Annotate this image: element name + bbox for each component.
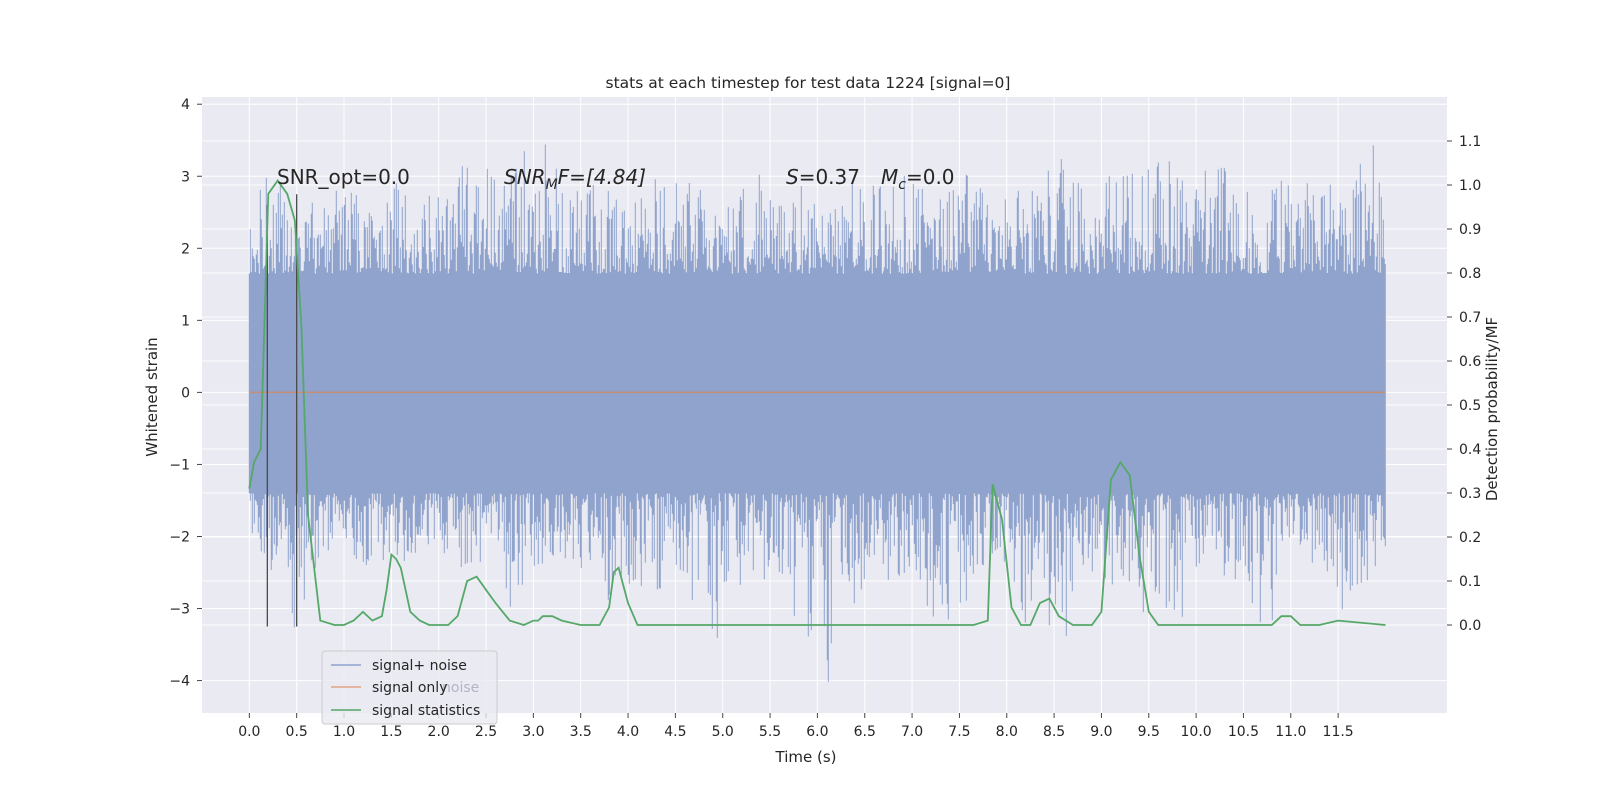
y-tick-label-right: 0.8	[1459, 266, 1481, 282]
data-layer	[248, 144, 1386, 682]
x-tick-label: 5.5	[759, 724, 781, 740]
y-tick-label-right: 0.0	[1459, 618, 1481, 634]
y-tick-label-left: −1	[169, 457, 190, 473]
x-tick-label: 11.5	[1323, 724, 1354, 740]
x-tick-label: 2.0	[428, 724, 450, 740]
x-tick-label: 6.5	[854, 724, 876, 740]
y-tick-label-right: 0.5	[1459, 398, 1481, 414]
y-tick-label-left: 3	[181, 169, 190, 185]
y-tick-label-right: 0.3	[1459, 486, 1481, 502]
y-tick-label-left: −2	[169, 529, 190, 545]
y-tick-label-right: 0.9	[1459, 222, 1481, 238]
x-tick-label: 10.0	[1181, 724, 1212, 740]
y-tick-label-left: −3	[169, 602, 190, 618]
annotation-s-value: =0.37	[799, 165, 860, 189]
x-tick-label: 9.0	[1090, 724, 1112, 740]
y-tick-label-left: 1	[181, 313, 190, 329]
y-tick-label-right: 0.2	[1459, 530, 1481, 546]
x-tick-label: 5.0	[712, 724, 734, 740]
ticks-layer: 0.0 0.5 1.0 1.5 2.0 2.5 3.0 3.5 4.0 4.5 5.0 5.5 6.0 6…	[169, 97, 1481, 740]
x-tick-label: 10.5	[1228, 724, 1259, 740]
annotation-mc-var: M	[881, 165, 898, 189]
x-tick-label: 0.0	[238, 724, 260, 740]
x-tick-label: 8.0	[996, 724, 1018, 740]
annotation-mc-value: =0.0	[906, 165, 955, 189]
legend: noise signal+ noise signal only signal s…	[321, 650, 498, 725]
y-tick-label-right: 0.1	[1459, 574, 1481, 590]
annotation-snr-mf-value: F=[4.84]	[558, 165, 646, 189]
y-axis-label-left: Whitened strain	[143, 337, 161, 456]
x-tick-label: 6.0	[806, 724, 828, 740]
x-tick-label: 4.0	[617, 724, 639, 740]
x-tick-label: 0.5	[286, 724, 308, 740]
x-tick-label: 8.5	[1043, 724, 1065, 740]
y-tick-label-right: 1.0	[1459, 178, 1481, 194]
y-tick-label-left: −4	[169, 674, 190, 690]
x-tick-label: 1.5	[380, 724, 402, 740]
signal-noise-line	[248, 144, 1386, 682]
annotation-s-var: S	[786, 165, 799, 189]
annotation-snr-mf: SNRMF=[4.84]	[504, 165, 646, 193]
signal-statistics-line	[248, 179, 1386, 626]
chart-title: stats at each timestep for test data 122…	[606, 74, 1011, 92]
annotation-mc-sub: c	[898, 177, 906, 193]
x-tick-label: 7.0	[901, 724, 923, 740]
x-tick-label: 4.5	[664, 724, 686, 740]
y-tick-label-right: 0.6	[1459, 354, 1481, 370]
y-tick-label-right: 0.4	[1459, 442, 1481, 458]
x-tick-label: 11.0	[1275, 724, 1306, 740]
y-axis-label-right: Detection probability/MF	[1483, 317, 1501, 501]
legend-label-signal-only: signal only	[372, 680, 447, 696]
y-tick-label-left: 4	[181, 97, 190, 113]
y-tick-label-right: 1.1	[1459, 134, 1481, 150]
legend-label-signal-noise: signal+ noise	[372, 658, 467, 674]
legend-label-signal-statistics: signal statistics	[372, 703, 480, 719]
annotation-mc: Mc=0.0	[881, 165, 955, 193]
x-tick-label: 9.5	[1138, 724, 1160, 740]
x-tick-label: 3.5	[570, 724, 592, 740]
annotation-snr-mf-var: SNR	[504, 165, 546, 189]
y-tick-label-left: 2	[181, 241, 190, 257]
annotation-s: S=0.37	[786, 165, 860, 189]
x-tick-label: 3.0	[522, 724, 544, 740]
x-tick-label: 1.0	[333, 724, 355, 740]
x-tick-label: 2.5	[475, 724, 497, 740]
y-tick-label-right: 0.7	[1459, 310, 1481, 326]
x-axis-label: Time (s)	[775, 748, 837, 766]
legend-box	[321, 650, 498, 725]
x-tick-label: 7.5	[948, 724, 970, 740]
annotation-snr-mf-sub: M	[546, 177, 558, 193]
y-tick-label-left: 0	[181, 385, 190, 401]
legend-ghost-text: noise	[442, 680, 479, 696]
annotation-snr-opt: SNR_opt=0.0	[277, 165, 410, 189]
